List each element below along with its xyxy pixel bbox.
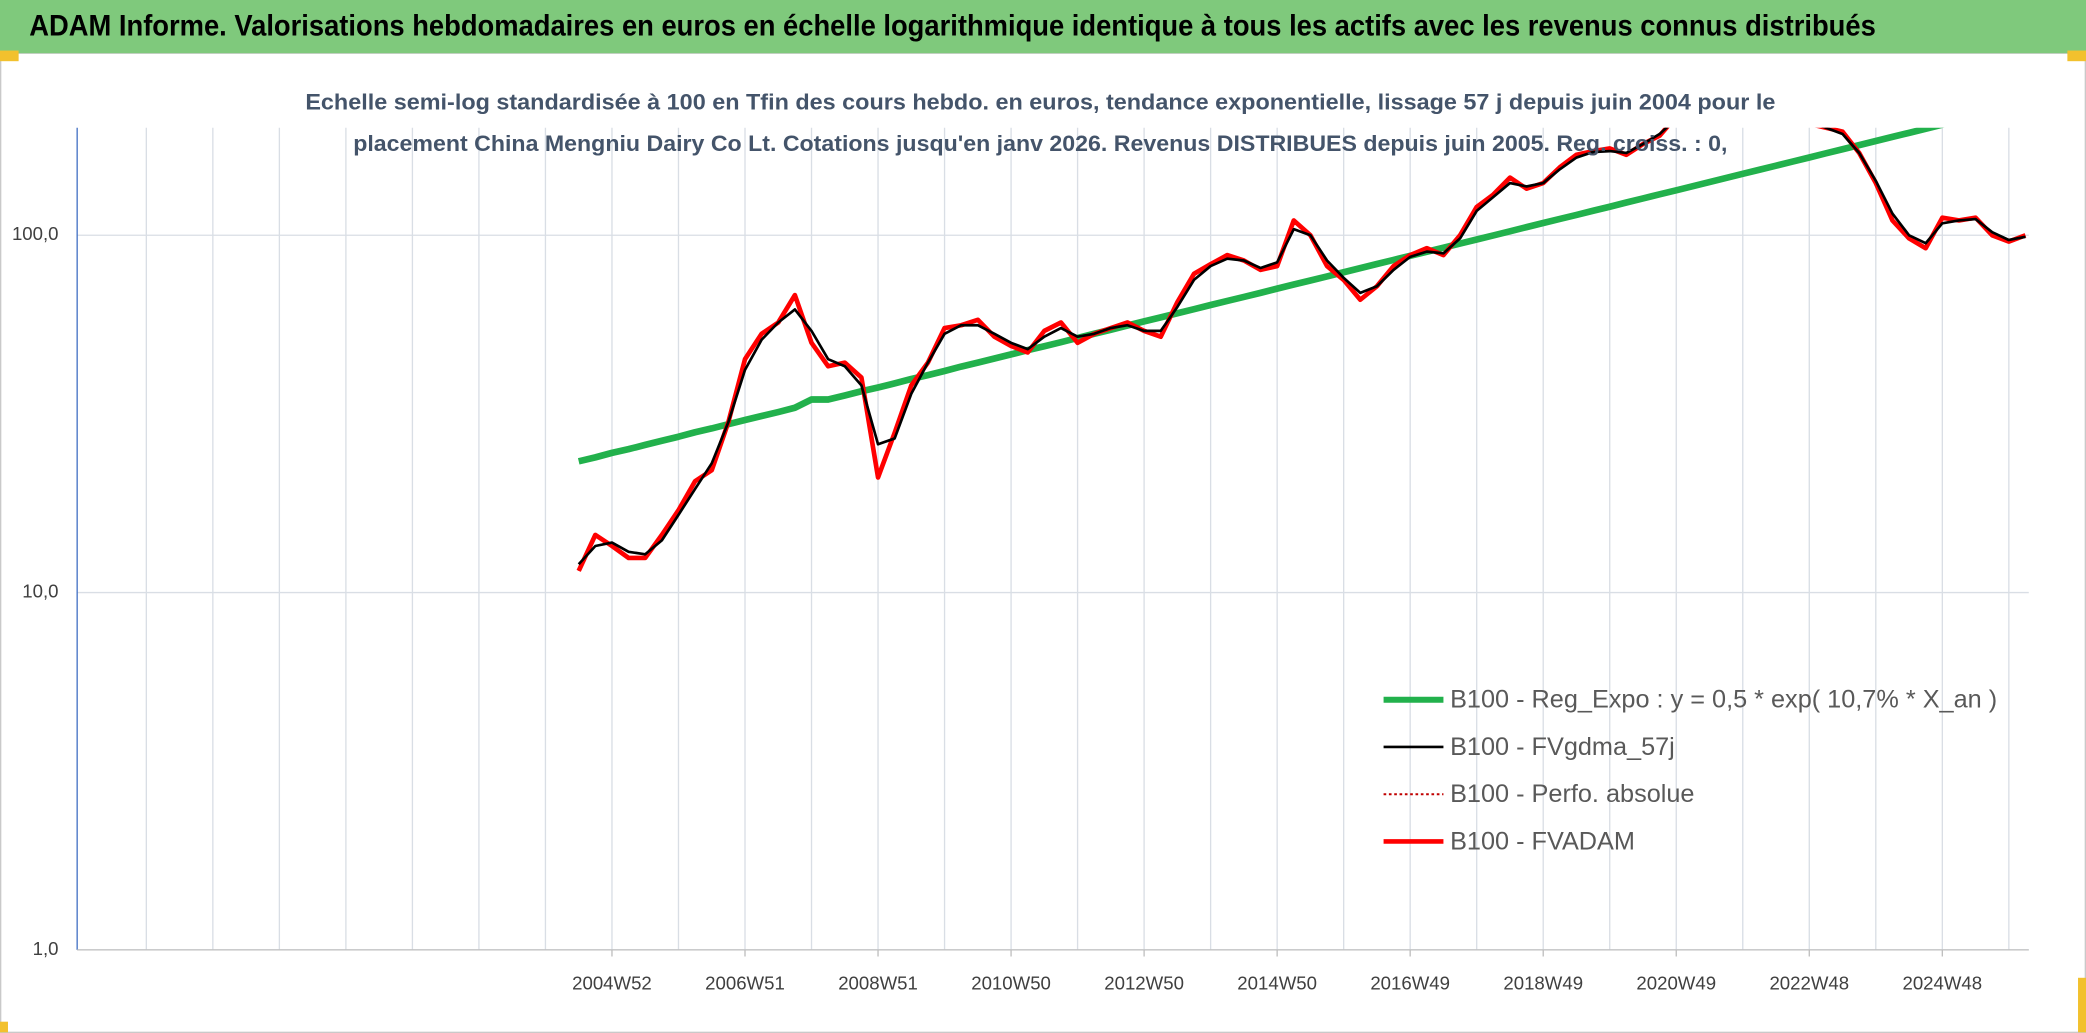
legend-label: B100 - FVgdma_57j bbox=[1450, 733, 1675, 761]
x-tick-label: 2016W49 bbox=[1370, 972, 1450, 993]
corner bbox=[0, 1021, 8, 1033]
subtitle: Echelle semi-log standardisée à 100 en T… bbox=[305, 90, 1775, 115]
x-tick-label: 2012W50 bbox=[1104, 972, 1184, 993]
x-tick-label: 2008W51 bbox=[838, 972, 918, 993]
corner bbox=[0, 50, 19, 62]
x-tick-label: 2020W49 bbox=[1636, 972, 1716, 993]
y-tick-label: 100,0 bbox=[12, 223, 59, 244]
y-tick-label: 10,0 bbox=[22, 580, 58, 601]
grid: 1,0 10,0 100,0 2004W52 2006W51 2008W51 2010W50… bbox=[12, 127, 2029, 993]
legend-label: B100 - FVADAM bbox=[1450, 827, 1635, 855]
x-tick-label: 2014W50 bbox=[1237, 972, 1317, 993]
title-bar bbox=[0, 0, 2086, 54]
legend-label: B100 - Perfo. absolue bbox=[1450, 780, 1694, 808]
x-tick-label: 2004W52 bbox=[572, 972, 652, 993]
x-tick-label: 2018W49 bbox=[1503, 972, 1583, 993]
y-tick-label: 1,0 bbox=[33, 938, 59, 959]
series-line bbox=[576, 127, 2027, 572]
x-tick-label: 2024W48 bbox=[1902, 972, 1982, 993]
plot bbox=[576, 127, 2027, 572]
chart-title: ADAM Informe. Valorisations hebdomadaire… bbox=[29, 11, 1876, 43]
series-line bbox=[577, 127, 1944, 465]
corner bbox=[2078, 977, 2086, 1033]
series-line bbox=[577, 127, 2026, 566]
legend: B100 - Reg_Expo : y = 0,5 * exp( 10,7% *… bbox=[1383, 686, 1997, 855]
x-tick-label: 2022W48 bbox=[1769, 972, 1849, 993]
corner bbox=[2067, 50, 2086, 62]
legend-label: B100 - Reg_Expo : y = 0,5 * exp( 10,7% *… bbox=[1450, 686, 1997, 714]
x-tick-label: 2006W51 bbox=[705, 972, 785, 993]
x-tick-label: 2010W50 bbox=[971, 972, 1051, 993]
subtitle: placement China Mengniu Dairy Co Lt. Cot… bbox=[353, 131, 1727, 156]
